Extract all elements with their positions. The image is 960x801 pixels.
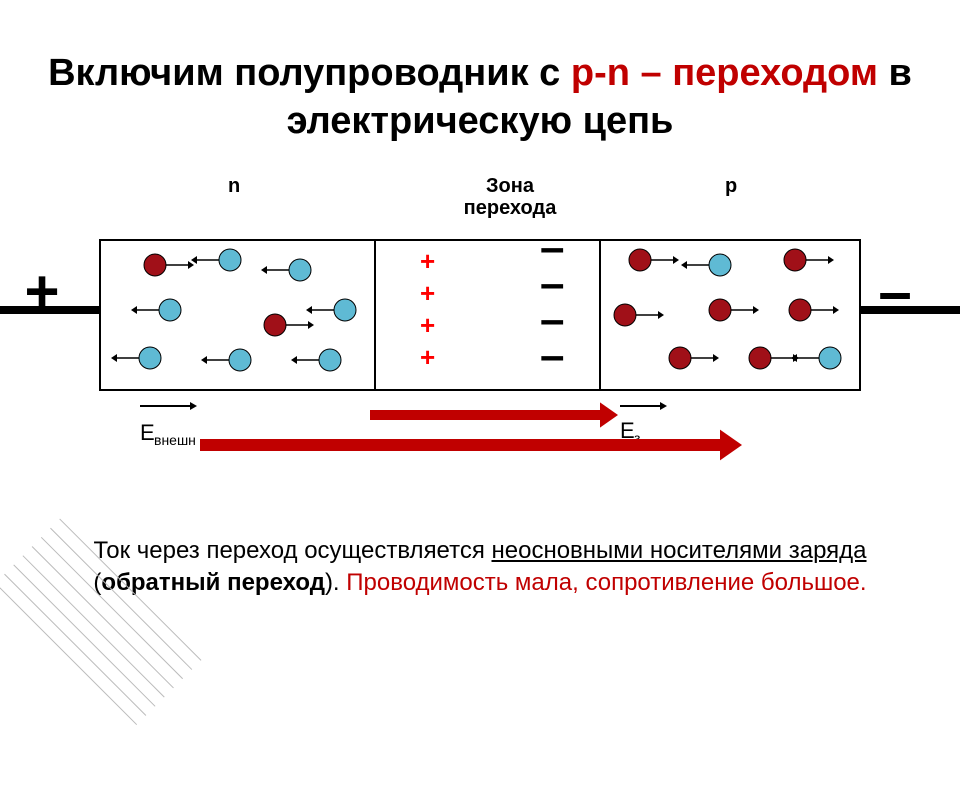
caption-text: Ток через переход осуществляется неоснов… — [60, 535, 900, 600]
svg-text:+: + — [24, 258, 59, 325]
caption-r1: Проводимость мала, сопротивление большое… — [346, 569, 866, 596]
caption-t3: ). — [325, 569, 346, 596]
label-zone: Зона перехода — [440, 175, 580, 219]
svg-text:внешн: внешн — [154, 432, 196, 448]
svg-text:+: + — [420, 246, 435, 276]
pn-junction-diagram: +–++++––––EвнешнEз — [0, 230, 960, 490]
caption-u1: неосновными носителями заряда — [492, 537, 867, 564]
label-p: p — [725, 175, 737, 198]
svg-text:+: + — [420, 310, 435, 340]
label-n: n — [228, 175, 240, 198]
slide-title: Включим полупроводник с p-n – переходом … — [0, 50, 960, 145]
svg-text:+: + — [420, 278, 435, 308]
svg-text:–: – — [540, 331, 564, 380]
svg-text:+: + — [420, 342, 435, 372]
svg-text:E: E — [140, 420, 155, 445]
title-part1: Включим полупроводник с — [48, 52, 571, 94]
caption-b1: обратный переход — [101, 569, 325, 596]
caption-t1: Ток через переход осуществляется — [93, 537, 491, 564]
svg-text:–: – — [878, 258, 911, 325]
title-pn: p-n – переходом — [571, 52, 878, 94]
